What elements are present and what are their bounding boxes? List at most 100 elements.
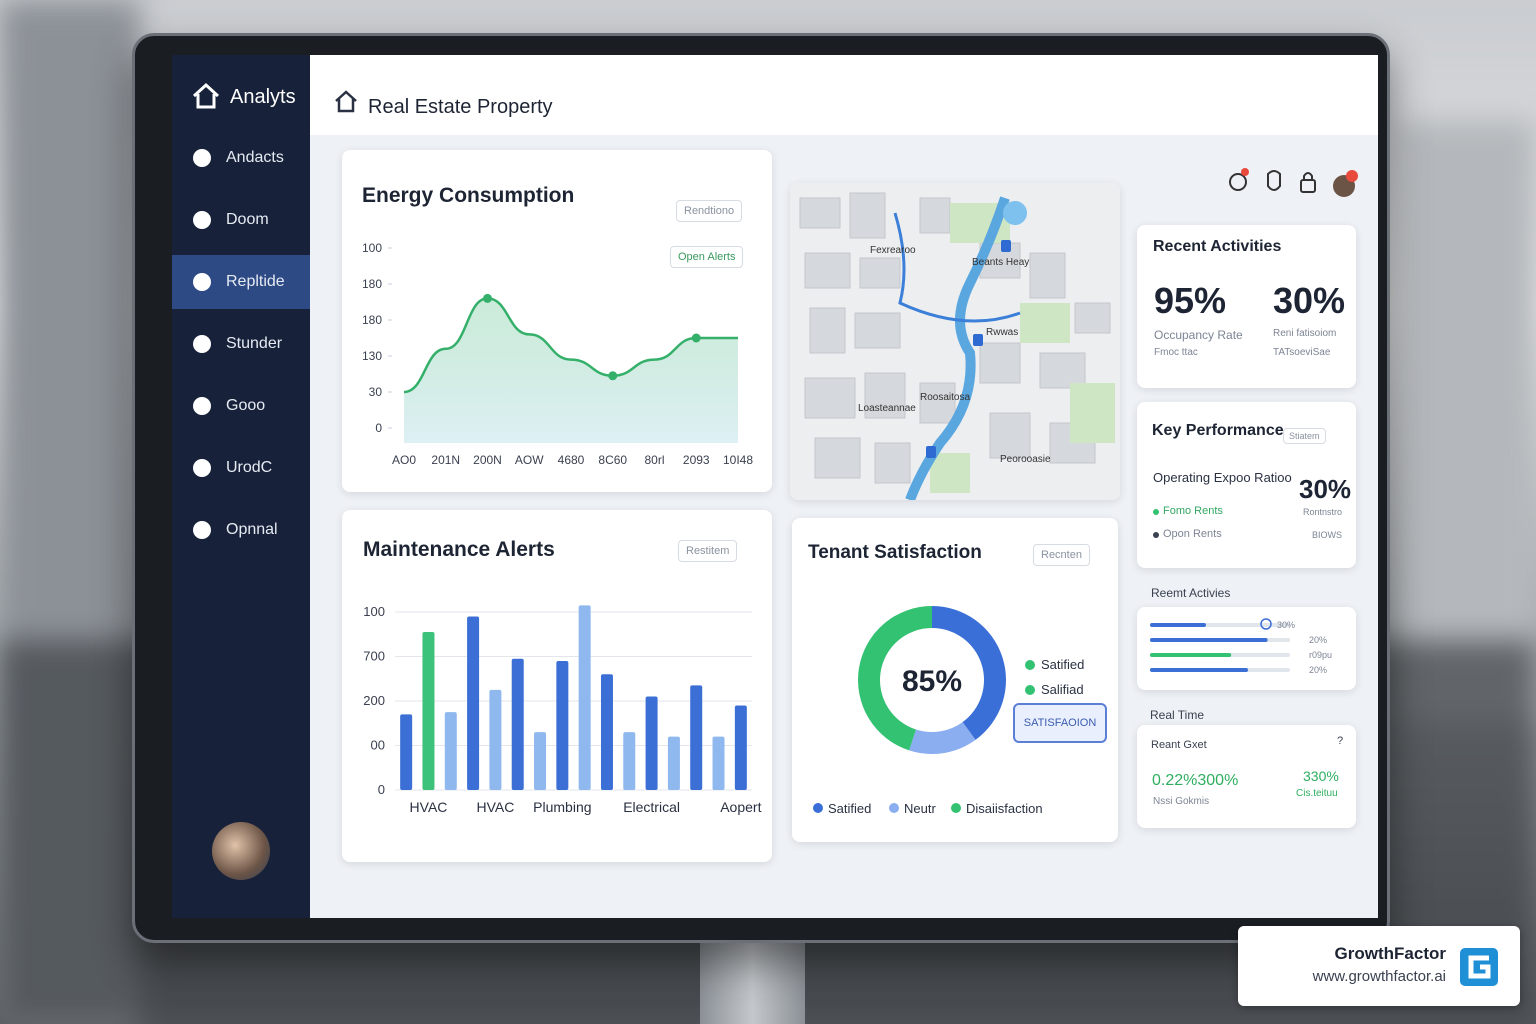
legend-label: Satified bbox=[1041, 657, 1084, 672]
marker bbox=[483, 293, 492, 303]
home-icon[interactable] bbox=[333, 88, 359, 114]
bar bbox=[400, 714, 413, 790]
stat-sub: Fmoc ttac bbox=[1154, 347, 1198, 358]
marker bbox=[691, 333, 701, 343]
legend-label: Neutr bbox=[904, 801, 936, 816]
button[interactable]: Stiatem bbox=[1283, 428, 1326, 444]
map-card: Fexrearoo Beants Heay Rwwas Roosaitosa Loast… bbox=[790, 183, 1120, 500]
bar bbox=[734, 705, 747, 790]
x-tick-label: 4680 bbox=[558, 453, 585, 467]
realtime-label: Cis.teituu bbox=[1296, 788, 1338, 799]
kpi-value: 30% bbox=[1299, 474, 1352, 504]
icon-shape bbox=[193, 459, 211, 477]
y-tick-label: 30 bbox=[369, 385, 383, 399]
icon-shape bbox=[193, 149, 211, 167]
donut-segment bbox=[932, 606, 1006, 740]
nav-item[interactable]: Opnnal bbox=[226, 521, 278, 538]
y-tick-label: 180 bbox=[362, 313, 382, 327]
nav-icon bbox=[193, 397, 211, 415]
side-button[interactable]: SATISFAOION bbox=[1013, 703, 1107, 743]
bar bbox=[712, 736, 725, 790]
nav-item[interactable]: Gooo bbox=[226, 397, 266, 414]
map-label: Rwwas bbox=[986, 327, 1018, 338]
map-label: Fexrearoo bbox=[870, 245, 916, 256]
nav-item[interactable]: UrodC bbox=[226, 459, 273, 476]
bar bbox=[690, 685, 703, 790]
nav-item[interactable]: Stunder bbox=[226, 335, 283, 352]
bar bbox=[556, 660, 569, 790]
realtime-title: Reant Gxet bbox=[1151, 739, 1207, 751]
y-tick-label: 0 bbox=[375, 421, 382, 435]
bar bbox=[534, 732, 547, 790]
y-tick-label: 200 bbox=[363, 693, 385, 708]
legend-dot bbox=[813, 803, 823, 813]
legend-dot bbox=[951, 803, 961, 813]
nav-icon bbox=[193, 521, 211, 539]
map-label: Roosaitosa bbox=[920, 392, 970, 403]
bar bbox=[623, 732, 636, 790]
progress-chart: 30% 20% r09pu 20% bbox=[1150, 618, 1332, 675]
card-title: Maintenance Alerts bbox=[363, 538, 555, 561]
y-tick-label: 0 bbox=[378, 782, 385, 797]
button[interactable]: Rendtiono bbox=[676, 200, 743, 222]
watermark-logo bbox=[1460, 948, 1498, 986]
legend-dot bbox=[1025, 685, 1035, 695]
bar bbox=[645, 696, 658, 790]
kpi-dot bbox=[1153, 509, 1159, 515]
legend-label: Salifiad bbox=[1041, 682, 1084, 697]
map-label: Loasteannae bbox=[858, 403, 916, 414]
kpi-row-label: Opon Rents bbox=[1163, 528, 1222, 540]
x-tick-label: 8C60 bbox=[598, 453, 627, 467]
progress-card bbox=[1137, 607, 1356, 690]
legend-label: Satified bbox=[828, 801, 871, 816]
stat-sub: TATsoeviSae bbox=[1273, 347, 1331, 358]
kpi-row-value: Rontnstro bbox=[1302, 507, 1342, 517]
icon-shape bbox=[193, 273, 211, 291]
nav-item[interactable]: Andacts bbox=[226, 149, 284, 166]
stat-label: Occupancy Rate bbox=[1154, 328, 1243, 342]
y-tick-label: 180 bbox=[362, 277, 382, 291]
tenant-chart: 85% Satified Neutr Disaiisfaction Satified Sa… bbox=[813, 606, 1084, 816]
kpi-row-label: Fomo Rents bbox=[1163, 505, 1223, 517]
button[interactable]: Recnten bbox=[1033, 544, 1090, 566]
card-title: Recent Activities bbox=[1153, 238, 1282, 255]
icon-shape bbox=[193, 211, 211, 229]
watermark-brand: GrowthFactor bbox=[1334, 944, 1446, 963]
card-title: Key Performance bbox=[1152, 422, 1284, 439]
kpi-metric: Operating Expoo Ratioo bbox=[1153, 470, 1292, 485]
nav-icon bbox=[193, 273, 211, 291]
map[interactable]: Fexrearoo Beants Heay Rwwas Roosaitosa Loast… bbox=[790, 183, 1120, 500]
x-tick-label: AO0 bbox=[392, 453, 416, 467]
brand-icon bbox=[192, 82, 220, 109]
avatar[interactable] bbox=[212, 822, 270, 880]
kpi-row-value: BIOWS bbox=[1311, 530, 1342, 540]
progress-label: 30% bbox=[1277, 620, 1295, 630]
bar bbox=[578, 605, 591, 790]
realtime-value: 0.22%300% bbox=[1152, 772, 1239, 789]
brand: Analyts bbox=[230, 86, 296, 108]
alert-button[interactable]: Open Alerts bbox=[670, 246, 744, 268]
stat-value: 95% bbox=[1154, 280, 1227, 321]
line bbox=[403, 297, 738, 394]
progress-bar bbox=[1150, 623, 1206, 627]
kpi-dot bbox=[1153, 532, 1159, 538]
bar bbox=[444, 712, 457, 790]
section-title: Real Time bbox=[1150, 708, 1205, 722]
stat-value: 30% bbox=[1273, 280, 1346, 321]
stat-label: Reni fatisoiom bbox=[1273, 328, 1337, 339]
x-tick-label: Aopert bbox=[720, 799, 761, 815]
nav-item[interactable]: Doom bbox=[226, 211, 269, 228]
button[interactable]: Restitem bbox=[678, 540, 738, 562]
card-title: Energy Consumption bbox=[362, 184, 575, 207]
donut-segment bbox=[858, 606, 932, 751]
nav-icon bbox=[193, 335, 211, 353]
x-tick-label: 201N bbox=[431, 453, 460, 467]
area bbox=[404, 298, 738, 443]
y-tick-label: 100 bbox=[362, 241, 382, 255]
x-tick-label: 2093 bbox=[683, 453, 710, 467]
nav-icon bbox=[193, 149, 211, 167]
realtime-label: Nssi Gokmis bbox=[1153, 796, 1210, 807]
help[interactable]: ? bbox=[1337, 735, 1344, 747]
bar bbox=[667, 736, 680, 790]
